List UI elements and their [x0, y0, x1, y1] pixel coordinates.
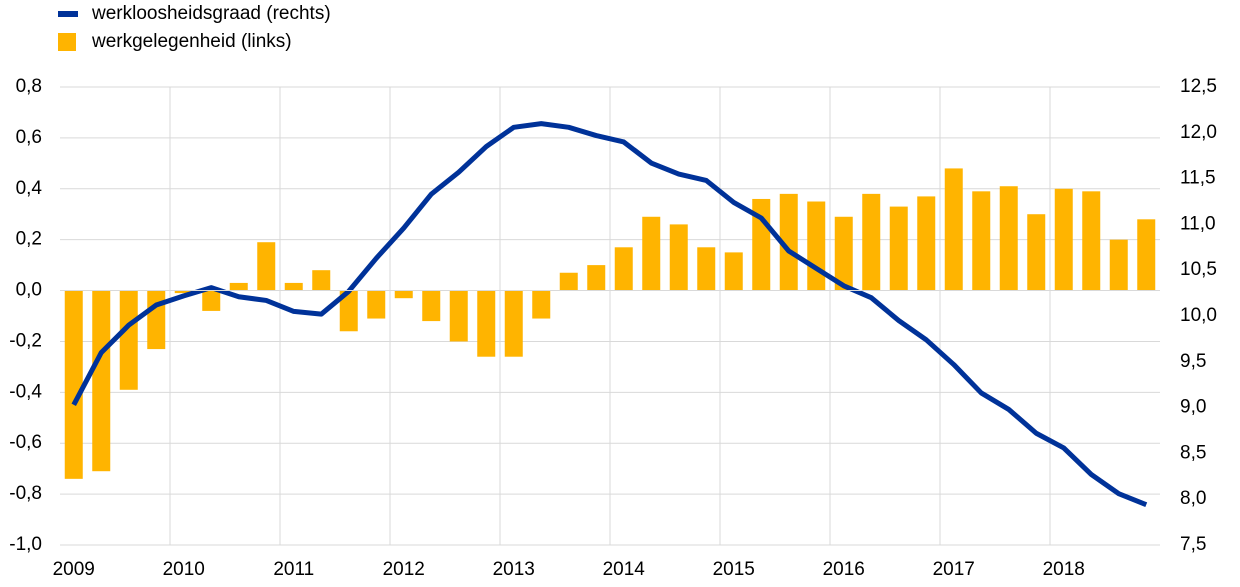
bar [92, 290, 111, 472]
bar [944, 168, 963, 291]
y-tick-label: 0,6 [16, 127, 42, 148]
bar [339, 290, 358, 332]
y2-tick-label: 12,5 [1180, 76, 1217, 97]
bar [422, 290, 441, 322]
legend-swatch [58, 33, 76, 51]
bar [64, 290, 83, 479]
bar [587, 265, 606, 291]
x-tick-label: 2011 [273, 559, 314, 580]
bar [257, 242, 276, 291]
bar [614, 247, 633, 291]
y2-tick-label: 9,5 [1180, 351, 1206, 372]
y2-tick-label: 9,0 [1180, 397, 1206, 418]
legend-swatch [58, 11, 78, 17]
bar [779, 193, 798, 291]
bar [999, 186, 1018, 291]
x-tick-label: 2010 [163, 559, 205, 580]
legend-label: werkloosheidsgraad (rechts) [91, 3, 331, 24]
y-tick-label: 0,2 [16, 229, 42, 250]
y-tick-label: 0,0 [16, 280, 42, 301]
y2-tick-label: 10,0 [1180, 305, 1217, 326]
bar [724, 252, 743, 291]
bar [532, 290, 551, 319]
y2-tick-label: 8,5 [1180, 442, 1206, 463]
bar [119, 290, 138, 390]
line [71, 121, 1148, 508]
bar [1027, 214, 1046, 291]
bar [807, 201, 826, 291]
bar [917, 196, 936, 291]
y-tick-label: -1,0 [9, 534, 42, 555]
x-tick-label: 2013 [493, 559, 535, 580]
y-tick-label: -0,2 [9, 330, 42, 351]
bar [1082, 191, 1101, 291]
x-tick-label: 2012 [383, 559, 425, 580]
bar [642, 216, 661, 291]
bar [367, 290, 386, 319]
y2-tick-label: 8,0 [1180, 488, 1206, 509]
bar [972, 191, 991, 291]
bar [229, 282, 248, 291]
x-tick-label: 2016 [823, 559, 865, 580]
bar [504, 290, 523, 357]
x-tick-label: 2018 [1043, 559, 1085, 580]
x-tick-label: 2009 [53, 559, 95, 580]
bar [1137, 219, 1156, 291]
y2-tick-label: 11,5 [1180, 168, 1216, 189]
bar [147, 290, 166, 350]
y2-tick-label: 7,5 [1180, 534, 1206, 555]
y-tick-label: -0,8 [9, 483, 42, 504]
x-tick-label: 2017 [933, 559, 975, 580]
bar [697, 247, 716, 291]
bar [394, 290, 413, 299]
bar [559, 272, 578, 291]
x-tick-label: 2015 [713, 559, 755, 580]
bar [862, 193, 881, 291]
bar [284, 282, 303, 291]
bar [1054, 188, 1073, 291]
y2-tick-label: 12,0 [1180, 122, 1217, 143]
y-tick-label: -0,4 [9, 381, 42, 402]
bar [889, 206, 908, 291]
bar [202, 290, 221, 311]
y2-tick-label: 10,5 [1180, 259, 1217, 280]
y-tick-label: 0,8 [16, 76, 42, 97]
y-tick-label: -0,6 [9, 432, 42, 453]
bar [312, 270, 331, 291]
bar [669, 224, 688, 291]
bar [1109, 239, 1128, 291]
bar [477, 290, 496, 357]
x-tick-label: 2014 [603, 559, 646, 580]
bar [449, 290, 468, 342]
legend-label: werkgelegenheid (links) [91, 31, 292, 52]
bar [174, 290, 193, 294]
y-tick-label: 0,4 [16, 178, 43, 199]
y2-tick-label: 11,0 [1180, 213, 1216, 234]
bar [834, 216, 853, 291]
